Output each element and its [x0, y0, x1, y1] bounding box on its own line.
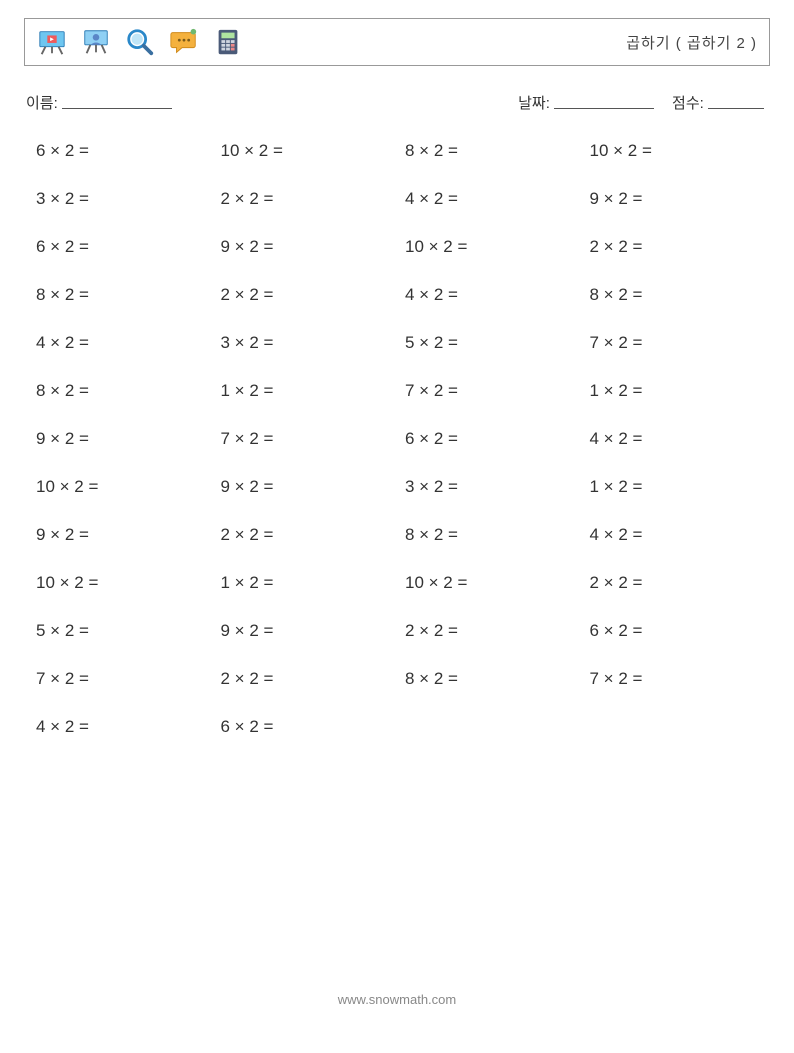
problem-cell	[405, 717, 586, 737]
problem-cell: 9 × 2 =	[590, 189, 771, 209]
worksheet-page: 곱하기 ( 곱하기 2 ) 이름: 날짜: 점수: 6 × 2 =10 × 2 …	[0, 0, 794, 1053]
problem-cell: 8 × 2 =	[590, 285, 771, 305]
problem-cell: 7 × 2 =	[590, 333, 771, 353]
problem-cell: 3 × 2 =	[36, 189, 217, 209]
problem-cell: 4 × 2 =	[36, 333, 217, 353]
problem-cell: 6 × 2 =	[36, 141, 217, 161]
problem-cell: 8 × 2 =	[36, 381, 217, 401]
problem-cell: 1 × 2 =	[590, 477, 771, 497]
problem-cell: 10 × 2 =	[405, 573, 586, 593]
problem-cell: 2 × 2 =	[590, 573, 771, 593]
problem-cell	[590, 717, 771, 737]
problem-cell: 8 × 2 =	[405, 669, 586, 689]
problem-cell: 8 × 2 =	[405, 141, 586, 161]
problem-cell: 7 × 2 =	[590, 669, 771, 689]
problem-cell: 10 × 2 =	[36, 477, 217, 497]
chat-bubble-icon	[169, 27, 199, 57]
problem-cell: 1 × 2 =	[221, 381, 402, 401]
header-icons-row	[37, 27, 243, 57]
problem-cell: 8 × 2 =	[36, 285, 217, 305]
problem-cell: 2 × 2 =	[221, 525, 402, 545]
problem-cell: 6 × 2 =	[36, 237, 217, 257]
name-field: 이름:	[26, 92, 172, 113]
problem-cell: 4 × 2 =	[36, 717, 217, 737]
problem-cell: 2 × 2 =	[221, 669, 402, 689]
worksheet-title: 곱하기 ( 곱하기 2 )	[626, 32, 757, 53]
score-field: 점수:	[672, 92, 764, 113]
problem-cell: 2 × 2 =	[221, 285, 402, 305]
meta-row: 이름: 날짜: 점수:	[24, 92, 770, 113]
calculator-icon	[213, 27, 243, 57]
problem-cell: 10 × 2 =	[405, 237, 586, 257]
problem-cell: 7 × 2 =	[405, 381, 586, 401]
problem-cell: 3 × 2 =	[221, 333, 402, 353]
date-label: 날짜:	[518, 95, 550, 112]
date-field: 날짜:	[518, 92, 654, 113]
name-label: 이름:	[26, 95, 58, 112]
problem-cell: 10 × 2 =	[36, 573, 217, 593]
score-label: 점수:	[672, 95, 704, 112]
date-blank[interactable]	[554, 94, 654, 109]
problem-cell: 9 × 2 =	[221, 237, 402, 257]
problem-cell: 5 × 2 =	[36, 621, 217, 641]
score-blank[interactable]	[708, 94, 764, 109]
problem-cell: 10 × 2 =	[221, 141, 402, 161]
problem-cell: 4 × 2 =	[405, 189, 586, 209]
problem-cell: 10 × 2 =	[590, 141, 771, 161]
problem-cell: 4 × 2 =	[590, 429, 771, 449]
presentation-icon	[37, 27, 67, 57]
name-blank[interactable]	[62, 94, 172, 109]
problem-cell: 9 × 2 =	[36, 525, 217, 545]
problem-cell: 2 × 2 =	[405, 621, 586, 641]
problem-cell: 9 × 2 =	[36, 429, 217, 449]
footer-url: www.snowmath.com	[0, 992, 794, 1007]
problem-cell: 7 × 2 =	[36, 669, 217, 689]
problem-cell: 6 × 2 =	[405, 429, 586, 449]
problem-cell: 6 × 2 =	[221, 717, 402, 737]
header-box: 곱하기 ( 곱하기 2 )	[24, 18, 770, 66]
problem-cell: 3 × 2 =	[405, 477, 586, 497]
meta-right: 날짜: 점수:	[518, 92, 764, 113]
problem-cell: 9 × 2 =	[221, 477, 402, 497]
problems-grid: 6 × 2 =10 × 2 =8 × 2 =10 × 2 =3 × 2 =2 ×…	[24, 141, 770, 737]
person-board-icon	[81, 27, 111, 57]
problem-cell: 1 × 2 =	[590, 381, 771, 401]
problem-cell: 7 × 2 =	[221, 429, 402, 449]
problem-cell: 8 × 2 =	[405, 525, 586, 545]
problem-cell: 2 × 2 =	[590, 237, 771, 257]
problem-cell: 1 × 2 =	[221, 573, 402, 593]
problem-cell: 2 × 2 =	[221, 189, 402, 209]
problem-cell: 9 × 2 =	[221, 621, 402, 641]
problem-cell: 4 × 2 =	[405, 285, 586, 305]
magnifier-icon	[125, 27, 155, 57]
problem-cell: 4 × 2 =	[590, 525, 771, 545]
problem-cell: 5 × 2 =	[405, 333, 586, 353]
problem-cell: 6 × 2 =	[590, 621, 771, 641]
